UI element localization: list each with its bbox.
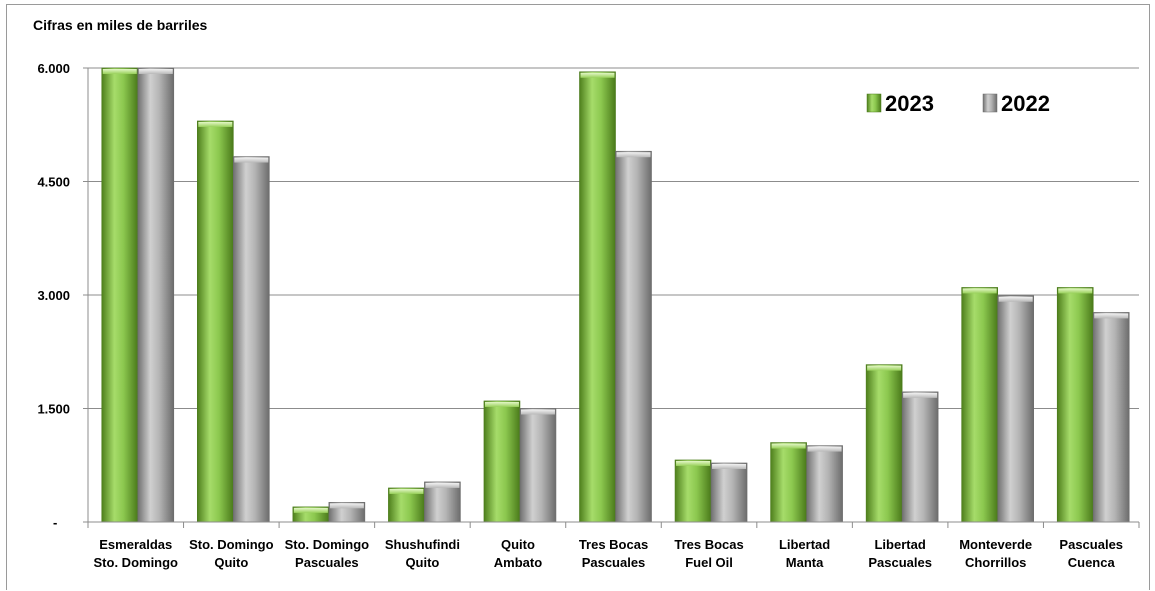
bar-cap-2023-7	[771, 443, 806, 449]
x-tick-label: Cuenca	[1068, 555, 1116, 570]
bar-2022-8	[901, 391, 939, 523]
bar-cap-2023-2	[293, 507, 328, 513]
bar-2023-9	[961, 287, 998, 523]
bar-2023-1	[197, 120, 234, 523]
y-tick-label: 6.000	[37, 61, 70, 76]
bar-cap-2023-6	[676, 460, 711, 466]
legend-item-2022: 2022	[982, 91, 1050, 116]
x-tick-label: Libertad	[874, 537, 925, 552]
x-tick-label: Tres Bocas	[674, 537, 743, 552]
x-tick-label: Fuel Oil	[685, 555, 733, 570]
bar-cap-2022-10	[1094, 313, 1129, 319]
x-tick-label: Sto. Domingo	[94, 555, 179, 570]
bar-2022-9	[997, 295, 1034, 523]
bar-cap-2022-1	[234, 157, 269, 163]
bar-cap-2023-5	[580, 72, 615, 78]
y-tick-label: 1.500	[37, 402, 70, 417]
bar-2022-5	[615, 150, 652, 523]
bar-cap-2022-4	[520, 409, 555, 415]
bar-cap-2022-8	[903, 392, 938, 398]
bar-cap-2022-2	[329, 503, 364, 509]
chart-frame	[6, 4, 1150, 590]
bars	[101, 67, 1130, 523]
bar-2023-0	[101, 67, 139, 523]
x-tick-label: Shushufindi	[385, 537, 460, 552]
x-tick-label: Tres Bocas	[579, 537, 648, 552]
bar-cap-2023-1	[198, 121, 233, 127]
legend: 2023 2022	[866, 91, 1050, 116]
unit-label: Cifras en miles de barriles	[33, 17, 208, 33]
bar-cap-2023-3	[389, 488, 424, 494]
bar-cap-2022-3	[425, 482, 460, 488]
legend-swatch-2022	[982, 93, 998, 113]
x-tick-label: Quito	[214, 555, 248, 570]
x-tick-label: Libertad	[779, 537, 830, 552]
x-tick-label: Esmeraldas	[99, 537, 172, 552]
x-tick-label: Pascuales	[295, 555, 359, 570]
bar-2022-4	[519, 408, 557, 523]
bar-2023-4	[483, 400, 521, 523]
x-tick-label: Sto. Domingo	[285, 537, 370, 552]
y-tick-label: 3.000	[37, 288, 70, 303]
legend-swatch-2023	[866, 93, 882, 113]
bar-2023-10	[1056, 287, 1094, 523]
bar-cap-2022-7	[807, 446, 842, 452]
bar-cap-2023-4	[484, 401, 519, 407]
bar-2023-5	[579, 71, 616, 523]
x-tick-label: Pascuales	[582, 555, 646, 570]
x-axis-labels: Esmeraldas Sto. Domingo Sto. Domingo Quito S…	[87, 521, 1140, 570]
bar-2022-6	[710, 462, 748, 523]
y-tick-label: 4.500	[37, 175, 70, 190]
bar-2022-3	[424, 481, 461, 523]
bar-2023-6	[674, 459, 712, 523]
x-tick-label: Pascuales	[868, 555, 932, 570]
bar-2022-0	[137, 67, 175, 523]
x-tick-label: Quito	[405, 555, 439, 570]
legend-label-2023: 2023	[885, 91, 934, 116]
bar-2022-7	[806, 445, 843, 523]
bar-cap-2022-5	[616, 152, 651, 158]
bar-2022-1	[233, 156, 270, 523]
x-tick-label: Manta	[786, 555, 824, 570]
bar-cap-2023-0	[102, 69, 137, 74]
x-tick-label: Monteverde	[959, 537, 1032, 552]
bar-cap-2022-6	[712, 463, 747, 469]
y-tick-label: -	[53, 515, 57, 530]
x-tick-label: Sto. Domingo	[189, 537, 274, 552]
bar-cap-2023-8	[867, 365, 902, 371]
legend-item-2023: 2023	[866, 91, 934, 116]
x-tick-label: Ambato	[494, 555, 542, 570]
x-tick-label: Quito	[501, 537, 535, 552]
x-tick-label: Chorrillos	[965, 555, 1026, 570]
bar-cap-2023-10	[1058, 288, 1093, 294]
legend-label-2022: 2022	[1001, 91, 1050, 116]
bar-2022-10	[1092, 312, 1130, 523]
bar-2023-8	[865, 364, 903, 523]
bar-cap-2023-9	[962, 288, 997, 294]
y-axis-ticks: - 1.500 3.000 4.500 6.000	[37, 61, 88, 530]
bar-2023-7	[770, 442, 807, 523]
bar-cap-2022-9	[998, 296, 1033, 302]
x-tick-label: Pascuales	[1059, 537, 1123, 552]
bar-cap-2022-0	[138, 69, 173, 74]
